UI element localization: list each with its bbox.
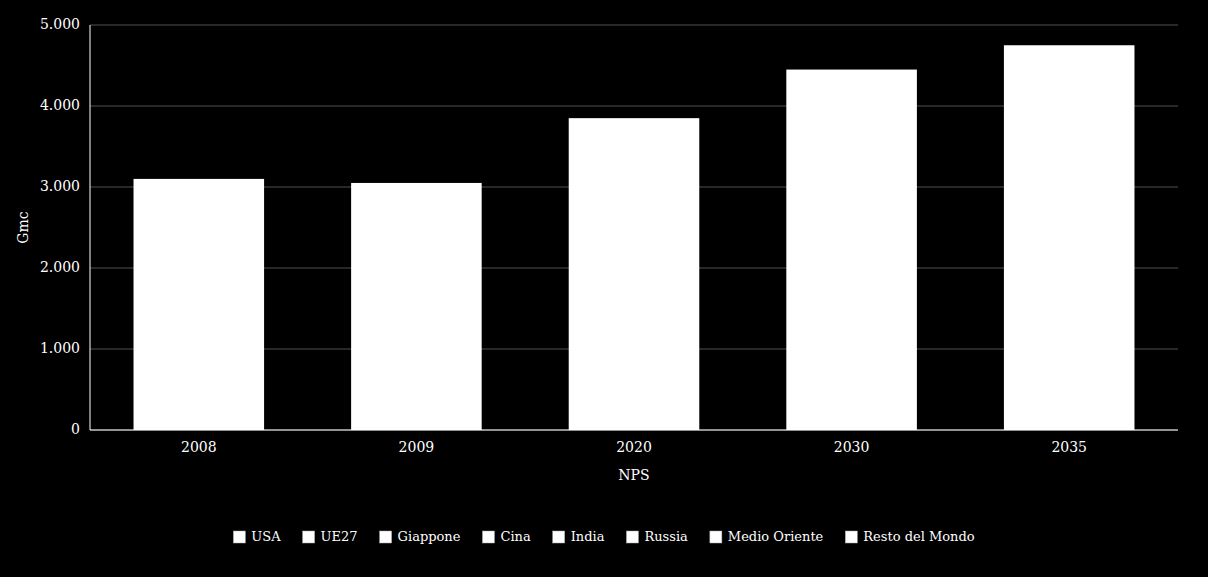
- bar: [1004, 45, 1135, 430]
- legend-swatch: [845, 531, 857, 543]
- legend-item: USA: [233, 529, 281, 544]
- legend-swatch: [303, 531, 315, 543]
- x-ticks: 2008 2009 2020 2030 2035: [181, 439, 1087, 455]
- legend-item: India: [553, 529, 605, 544]
- y-axis-label: Gmc: [15, 211, 31, 243]
- legend-item: Russia: [626, 529, 688, 544]
- x-tick-label: 2035: [1051, 439, 1087, 455]
- legend-item: Resto del Mondo: [845, 529, 974, 544]
- legend-label: Resto del Mondo: [863, 529, 974, 544]
- legend-label: Cina: [500, 529, 530, 544]
- x-tick-label: 2020: [616, 439, 652, 455]
- legend-label: UE27: [321, 529, 358, 544]
- chart: 01.0002.0003.0004.0005.00020082009202020…: [0, 0, 1208, 577]
- y-axis-line: [90, 25, 91, 430]
- legend-label: Giappone: [398, 529, 461, 544]
- bar: [351, 183, 482, 430]
- x-axis-line: [90, 430, 1178, 431]
- bar: [134, 179, 265, 430]
- y-tick-label: 2.000: [40, 259, 80, 275]
- x-tick-label: 2030: [834, 439, 870, 455]
- y-tick-label: 5.000: [40, 16, 80, 32]
- legend-label: Russia: [644, 529, 688, 544]
- y-tick-label: 1.000: [40, 340, 80, 356]
- legend-swatch: [233, 531, 245, 543]
- grid: [90, 25, 1178, 430]
- legend-swatch: [553, 531, 565, 543]
- legend-item: Cina: [482, 529, 530, 544]
- y-tick-label: 0: [71, 421, 80, 437]
- legend-swatch: [380, 531, 392, 543]
- legend-item: UE27: [303, 529, 358, 544]
- y-ticks: 0 1.000 2.000 3.000 4.000 5.000: [40, 16, 80, 437]
- legend-item: Giappone: [380, 529, 461, 544]
- x-tick-label: 2008: [181, 439, 217, 455]
- legend-label: Medio Oriente: [728, 529, 824, 544]
- legend-item: Medio Oriente: [710, 529, 824, 544]
- background: [0, 0, 1208, 577]
- bars: [134, 45, 1135, 430]
- grid-line: [90, 430, 1178, 431]
- legend-swatch: [626, 531, 638, 543]
- y-tick-label: 3.000: [40, 178, 80, 194]
- bar: [786, 70, 917, 430]
- legend: USA UE27 Giappone Cina India Russia Medio Orie…: [233, 529, 974, 544]
- x-axis-label: NPS: [618, 467, 649, 483]
- legend-swatch: [710, 531, 722, 543]
- legend-label: India: [571, 529, 605, 544]
- bar: [569, 118, 700, 430]
- y-tick-label: 4.000: [40, 97, 80, 113]
- legend-swatch: [482, 531, 494, 543]
- x-tick-label: 2009: [399, 439, 435, 455]
- grid-line: [90, 25, 1178, 26]
- legend-label: USA: [251, 529, 281, 544]
